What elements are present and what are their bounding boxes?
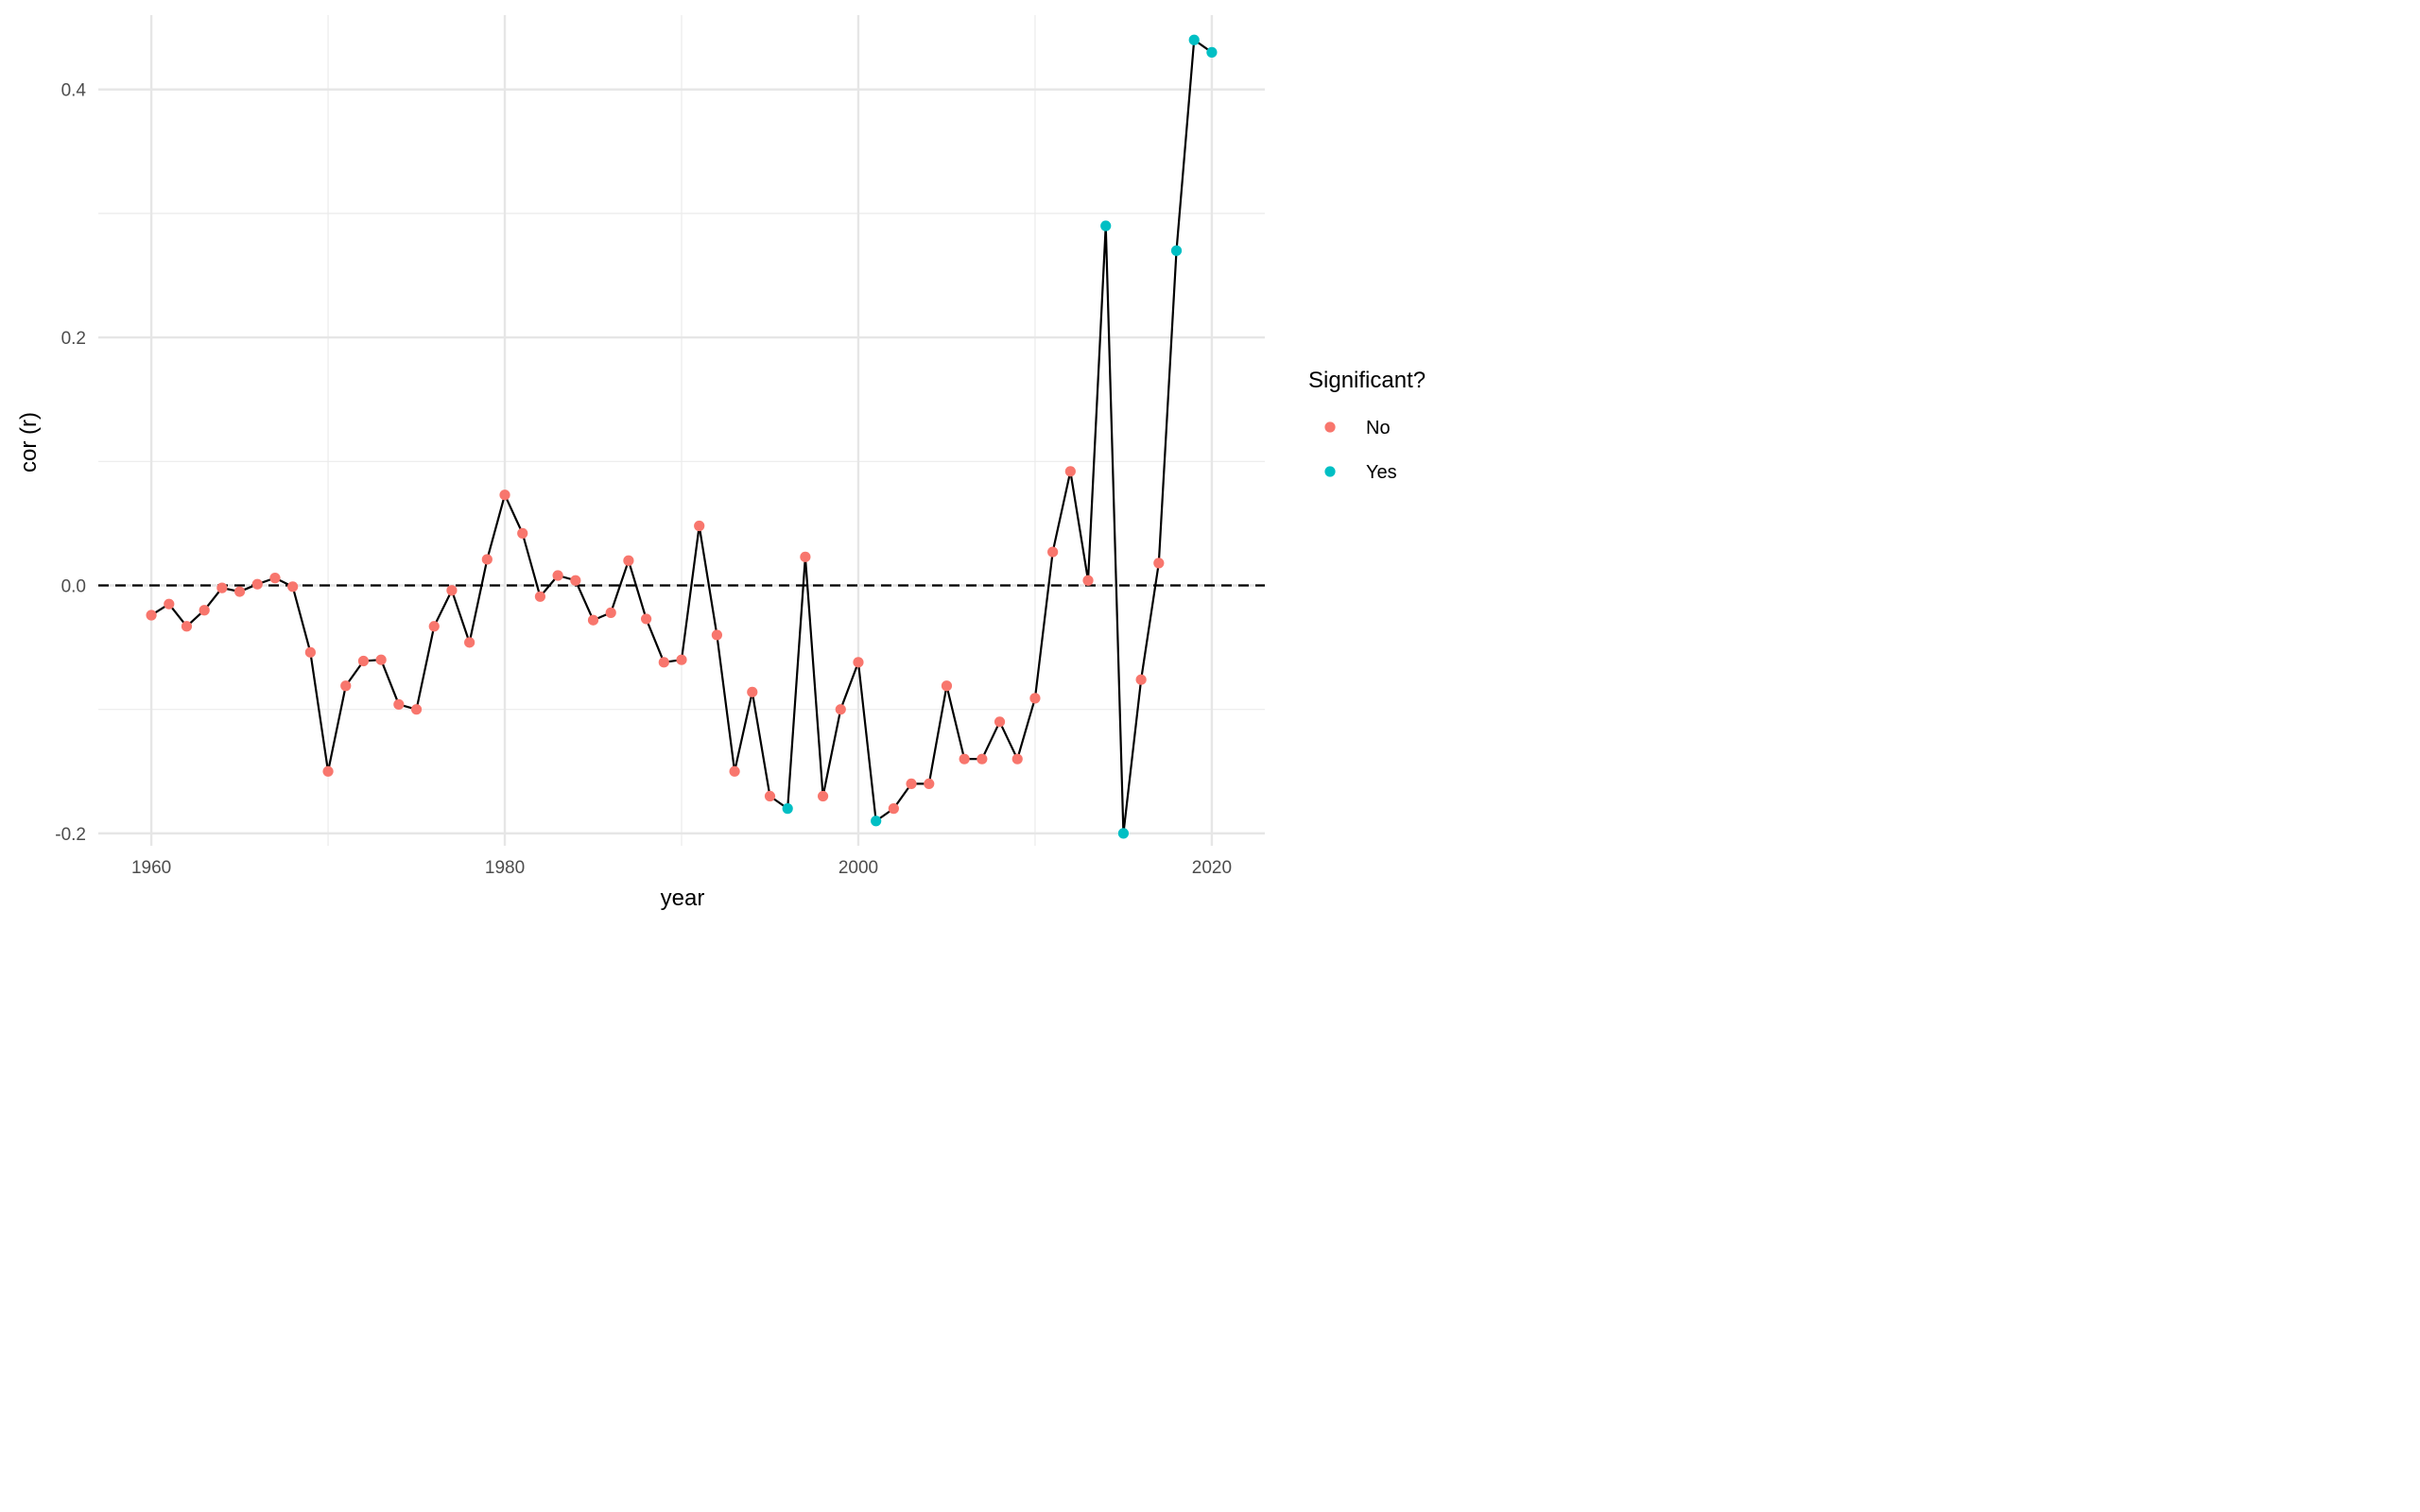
y-tick-label: 0.4 (61, 81, 87, 101)
data-point-significant (871, 816, 882, 827)
data-point-not-significant (888, 803, 899, 815)
data-point-not-significant (959, 753, 970, 765)
data-point-not-significant (729, 765, 740, 777)
data-point-not-significant (853, 657, 864, 668)
x-tick-label: 1960 (131, 858, 171, 878)
y-tick-labels: -0.2 0.0 0.2 0.4 (55, 81, 86, 845)
data-point-not-significant (481, 554, 493, 565)
data-point-not-significant (941, 680, 953, 692)
data-point-not-significant (534, 591, 546, 602)
data-point-not-significant (357, 655, 370, 667)
legend-key-no (1324, 421, 1336, 433)
data-point-significant (1117, 828, 1130, 839)
data-point-not-significant (764, 790, 776, 802)
x-tick-label: 2000 (838, 858, 878, 878)
legend-label-yes: Yes (1366, 462, 1397, 483)
data-point-significant (1188, 34, 1200, 45)
data-point-not-significant (694, 520, 705, 532)
legend: Significant? No Yes (1308, 368, 1426, 483)
data-point-not-significant (251, 578, 263, 590)
data-point-not-significant (428, 621, 440, 632)
x-tick-label: 2020 (1192, 858, 1232, 878)
y-tick-label: 0.2 (61, 329, 86, 349)
data-point-not-significant (199, 605, 210, 616)
data-point-not-significant (994, 716, 1006, 728)
chart: 1960 1980 2000 2020 -0.2 0.0 0.2 0.4 year cor … (16, 15, 1426, 911)
data-point-not-significant (711, 629, 722, 641)
data-point-significant (782, 803, 793, 815)
x-tick-label: 1980 (485, 858, 525, 878)
data-points (146, 34, 1218, 839)
data-point-not-significant (499, 490, 510, 501)
data-point-not-significant (817, 790, 829, 802)
data-point-not-significant (464, 637, 475, 648)
data-point-not-significant (146, 610, 157, 621)
data-point-not-significant (393, 698, 405, 711)
data-point-not-significant (287, 581, 299, 593)
data-point-not-significant (800, 551, 811, 562)
data-point-not-significant (623, 555, 634, 566)
data-point-not-significant (658, 657, 669, 668)
data-point-not-significant (340, 680, 352, 692)
data-point-not-significant (1082, 575, 1094, 586)
x-axis-title: year (661, 885, 705, 911)
data-point-not-significant (977, 753, 988, 765)
data-point-not-significant (570, 575, 581, 586)
data-point-not-significant (587, 614, 599, 626)
legend-title: Significant? (1308, 368, 1426, 393)
data-point-not-significant (446, 585, 458, 596)
y-tick-label: -0.2 (55, 825, 86, 845)
data-point-significant (1170, 245, 1183, 256)
legend-label-no: No (1366, 418, 1391, 438)
data-point-not-significant (835, 704, 846, 715)
data-point-not-significant (605, 607, 616, 618)
data-point-not-significant (322, 765, 334, 777)
data-point-not-significant (304, 646, 316, 658)
data-point-not-significant (1064, 466, 1076, 477)
data-point-not-significant (164, 598, 175, 610)
data-point-not-significant (906, 778, 917, 790)
data-point-not-significant (216, 582, 228, 593)
data-point-not-significant (1047, 546, 1059, 558)
y-axis-title: cor (r) (16, 412, 42, 472)
data-point-not-significant (375, 654, 387, 665)
legend-entries: No Yes (1324, 418, 1397, 483)
data-point-significant (1206, 46, 1218, 58)
data-point-not-significant (924, 778, 935, 790)
data-point-not-significant (1153, 558, 1165, 569)
data-point-not-significant (1011, 753, 1023, 765)
data-point-not-significant (233, 586, 246, 597)
data-point-not-significant (517, 527, 528, 539)
data-point-significant (1100, 220, 1112, 232)
data-point-not-significant (552, 570, 563, 581)
data-point-not-significant (181, 621, 193, 632)
major-gridlines (98, 15, 1265, 846)
data-point-not-significant (1135, 674, 1147, 685)
data-point-not-significant (269, 573, 281, 584)
data-point-not-significant (747, 686, 758, 697)
data-point-not-significant (676, 654, 687, 665)
y-tick-label: 0.0 (61, 576, 86, 596)
x-tick-labels: 1960 1980 2000 2020 (131, 858, 1232, 878)
data-point-not-significant (410, 704, 423, 715)
data-point-not-significant (1029, 693, 1041, 704)
legend-key-yes (1324, 466, 1336, 477)
data-point-not-significant (641, 613, 652, 625)
minor-gridlines (98, 15, 1265, 846)
